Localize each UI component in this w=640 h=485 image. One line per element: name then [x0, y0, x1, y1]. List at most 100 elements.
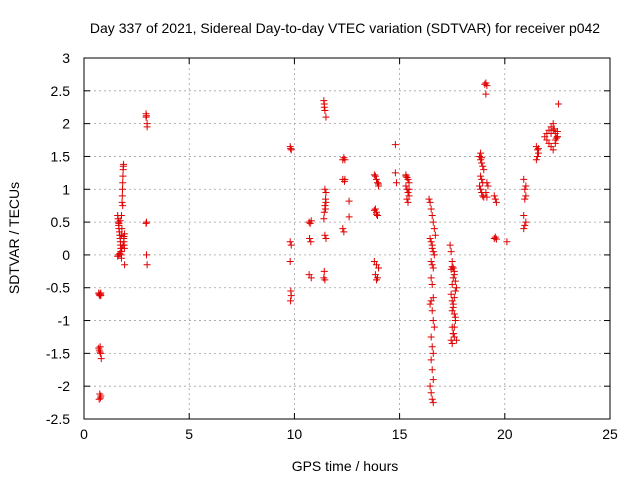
data-point	[96, 343, 104, 351]
data-point	[520, 212, 528, 220]
data-point	[492, 235, 500, 243]
data-point	[428, 212, 436, 220]
data-point	[339, 225, 347, 233]
gridlines	[84, 58, 610, 419]
data-point	[549, 120, 557, 128]
data-point	[446, 241, 454, 249]
data-point	[429, 248, 437, 256]
data-point	[392, 179, 400, 187]
x-tick-label: 0	[80, 426, 88, 442]
x-tick-label: 20	[497, 426, 513, 442]
data-point	[429, 317, 437, 325]
data-point	[287, 146, 295, 154]
data-point	[287, 297, 295, 305]
data-point	[521, 221, 529, 229]
data-point	[372, 276, 380, 284]
data-point	[345, 197, 353, 205]
data-point	[533, 152, 541, 160]
data-point	[341, 175, 349, 183]
data-point	[482, 90, 490, 98]
data-point	[120, 160, 128, 168]
data-point	[97, 292, 105, 300]
data-point	[426, 198, 434, 206]
data-point	[429, 349, 437, 357]
data-point	[522, 192, 530, 200]
data-point	[143, 261, 151, 269]
data-point	[286, 257, 294, 265]
data-point	[322, 113, 330, 121]
data-point	[428, 280, 436, 288]
data-point	[118, 192, 126, 200]
data-point	[521, 185, 529, 193]
data-point	[142, 112, 150, 120]
data-point	[405, 179, 413, 187]
data-point	[521, 195, 529, 203]
data-point	[476, 182, 484, 190]
data-point	[554, 100, 562, 108]
data-point	[429, 376, 437, 384]
data-point	[426, 382, 434, 390]
data-point	[551, 139, 559, 147]
data-point	[287, 292, 295, 300]
data-point	[306, 235, 314, 242]
data-point	[428, 307, 436, 315]
data-point	[431, 231, 439, 239]
data-point	[478, 154, 486, 162]
data-point	[532, 156, 540, 164]
data-point	[452, 336, 460, 344]
data-point	[402, 171, 410, 179]
data-point	[447, 248, 455, 256]
data-point	[552, 134, 560, 142]
data-point	[142, 219, 150, 227]
data-point	[142, 251, 150, 259]
x-tick-label: 5	[185, 426, 193, 442]
data-point	[429, 264, 437, 272]
data-point	[121, 230, 129, 238]
data-point	[375, 264, 383, 272]
data-point	[479, 162, 487, 170]
y-tick-label: 0	[62, 247, 70, 263]
data-point	[451, 313, 459, 321]
data-point	[484, 182, 492, 190]
data-point	[425, 195, 433, 203]
data-point	[371, 205, 379, 213]
data-point	[97, 392, 105, 400]
data-point	[320, 208, 328, 216]
data-point	[97, 349, 105, 357]
data-point	[491, 195, 499, 203]
data-point	[492, 198, 500, 206]
data-point	[118, 225, 126, 233]
data-point	[426, 235, 434, 242]
data-point	[404, 189, 412, 197]
data-point	[503, 238, 511, 246]
data-point	[427, 356, 435, 364]
data-point	[549, 146, 557, 154]
data-point	[430, 225, 438, 233]
data-points	[95, 79, 562, 407]
data-point	[478, 175, 486, 183]
data-point	[121, 261, 129, 269]
data-point	[320, 215, 328, 223]
data-point	[428, 366, 436, 374]
y-tick-label: -0.5	[46, 280, 70, 296]
data-point	[321, 231, 329, 239]
y-tick-label: -2.5	[46, 411, 70, 427]
data-point	[483, 193, 491, 201]
data-point	[95, 395, 103, 403]
data-point	[490, 192, 498, 200]
data-point	[287, 145, 295, 153]
data-point	[404, 175, 412, 183]
data-point	[430, 251, 438, 259]
data-point	[391, 169, 399, 177]
data-point	[374, 212, 382, 220]
data-point	[449, 330, 457, 338]
data-point	[322, 205, 330, 213]
data-point	[371, 172, 379, 180]
y-tick-label: 2.5	[51, 83, 71, 99]
data-point	[520, 225, 528, 233]
data-point	[375, 180, 383, 188]
data-point	[307, 274, 315, 282]
data-point	[307, 238, 315, 246]
x-axis-label: GPS time / hours	[292, 458, 399, 474]
data-point	[550, 125, 558, 133]
